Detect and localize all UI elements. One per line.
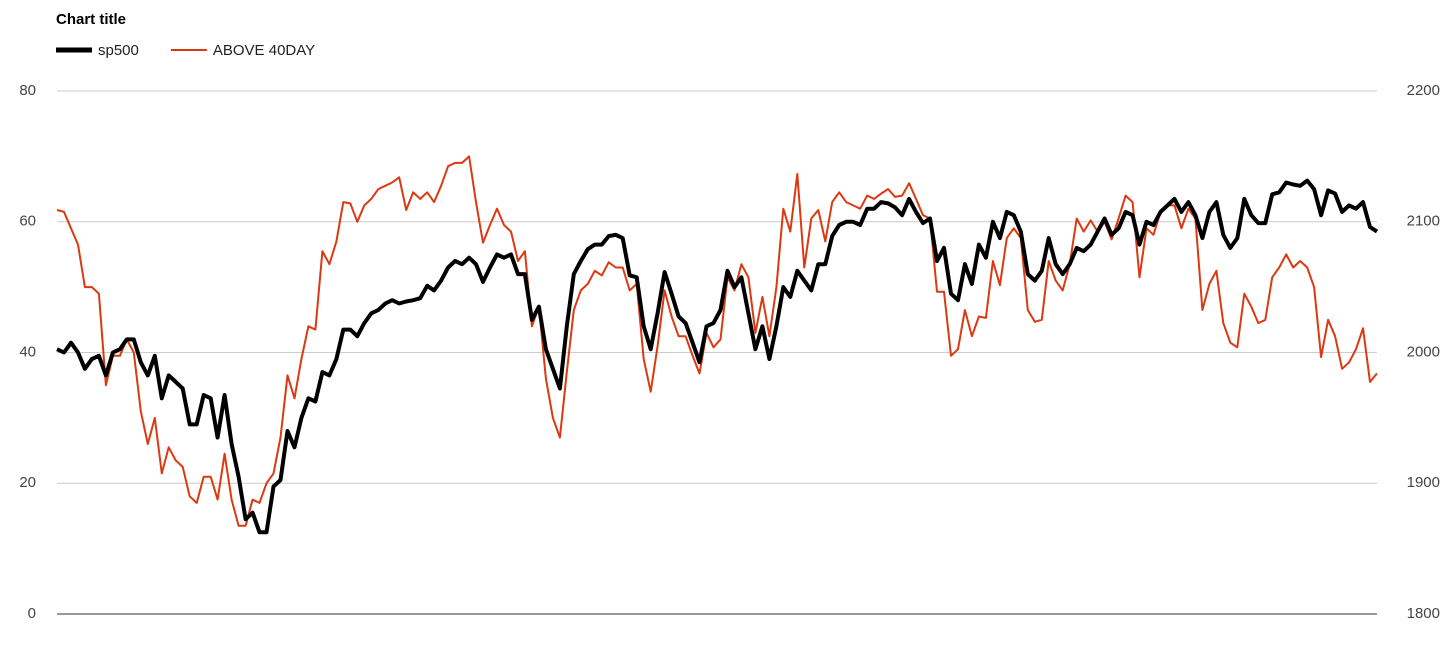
y-tick-label: 80 — [19, 82, 36, 99]
series-line — [56, 178, 1379, 535]
y2-tick-label: 2000 — [1407, 343, 1440, 360]
legend-label: ABOVE 40DAY — [213, 42, 315, 59]
series-line — [56, 155, 1378, 527]
y-tick-label: 60 — [19, 213, 36, 230]
legend-label: sp500 — [98, 42, 139, 59]
y2-tick-label: 1800 — [1407, 605, 1440, 622]
y2-tick-label: 2100 — [1407, 213, 1440, 230]
chart-title: Chart title — [56, 11, 126, 28]
y2-tick-label: 2200 — [1407, 82, 1440, 99]
y2-tick-label: 1900 — [1407, 474, 1440, 491]
y-tick-label: 0 — [28, 605, 36, 622]
y-tick-label: 20 — [19, 474, 36, 491]
y-tick-label: 40 — [19, 343, 36, 360]
